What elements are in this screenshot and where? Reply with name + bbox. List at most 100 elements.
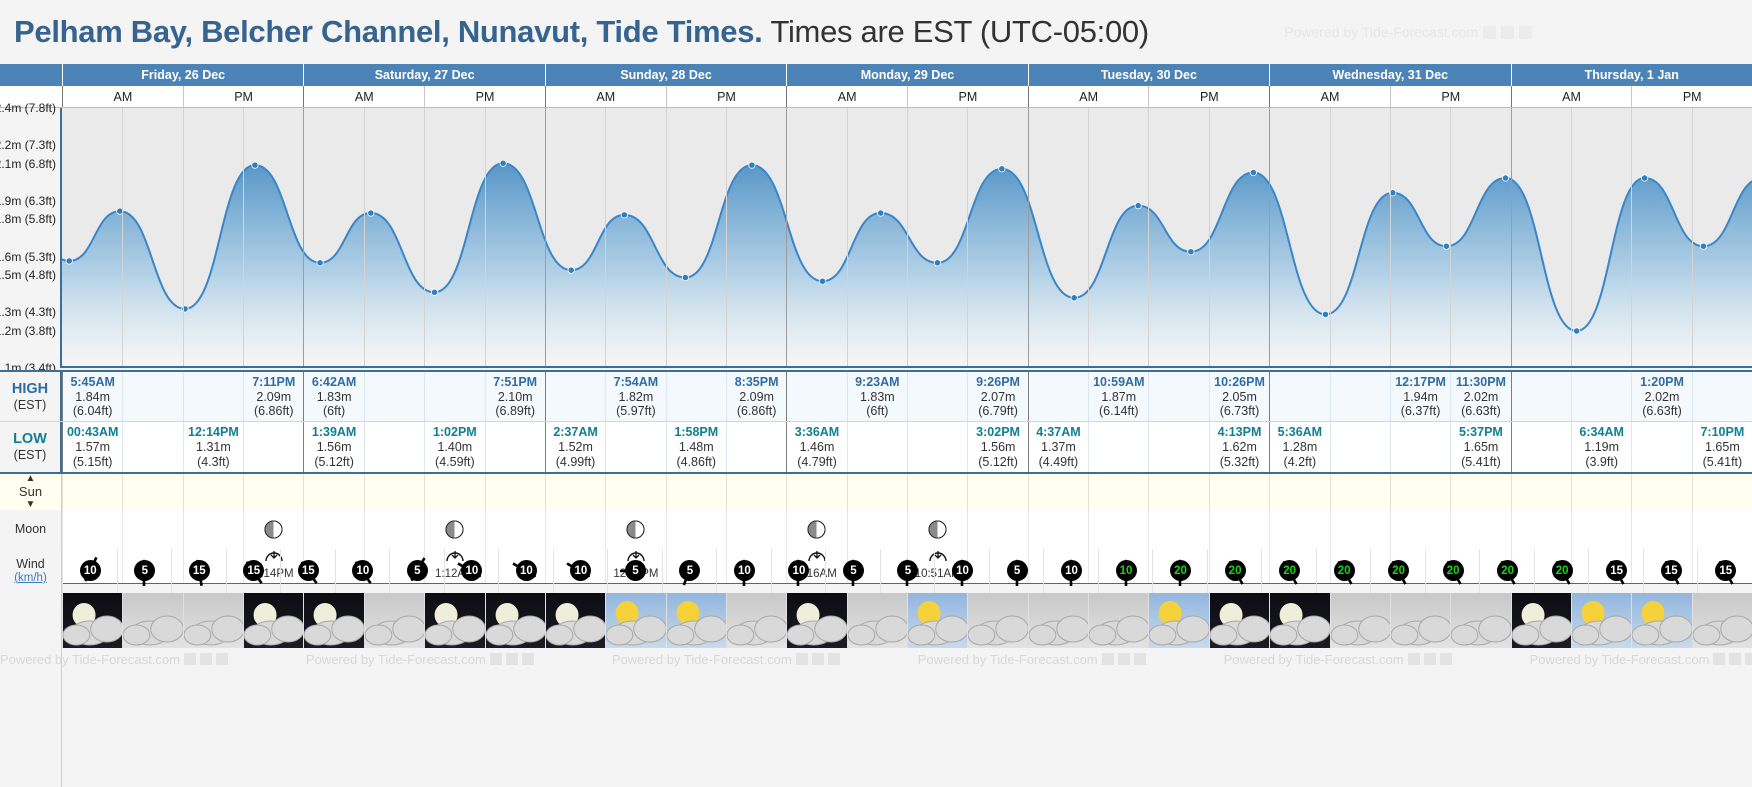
low-tide-height-m: 1.31m xyxy=(196,440,231,455)
weather-icon-night-cloudy xyxy=(1510,593,1571,648)
half-header-am-day2: AM xyxy=(544,86,666,107)
high-tide-height-m: 1.83m xyxy=(316,389,352,404)
moon-cell-24 xyxy=(1510,510,1571,548)
tide-chart-y-axis: 2.4m (7.8ft) 2.2m (7.3ft) 2.1m (6.8ft) 1.9m… xyxy=(0,101,62,375)
share-icon[interactable] xyxy=(1519,25,1532,39)
tide-point-high-3 xyxy=(252,162,258,168)
day-header-3: Monday, 29 Dec xyxy=(786,64,1027,86)
half-header-label: PM xyxy=(717,89,736,104)
moon-cell-22 xyxy=(1389,510,1450,548)
moonset-arc-icon xyxy=(263,549,285,567)
tide-point-low-18 xyxy=(1188,249,1194,255)
tide-point-low-6 xyxy=(431,289,437,295)
half-header-pm-day6: PM xyxy=(1631,86,1752,107)
footer-twitter-icon[interactable] xyxy=(1117,653,1130,665)
high-tide-cell-0: 5:45AM 1.84m (6.04ft) xyxy=(62,372,122,421)
wind-units-link[interactable]: (km/h) xyxy=(14,571,47,584)
wind-cell-26: 20 xyxy=(1479,549,1534,593)
y-axis-tick-1: 2.2m (7.3ft) xyxy=(0,138,56,153)
low-tide-height-ft: (3.9ft) xyxy=(1585,454,1618,469)
weather-icon-cloudy xyxy=(1329,593,1390,648)
footer-share-icon[interactable] xyxy=(1745,653,1752,665)
low-tide-height-ft: (5.12ft) xyxy=(978,454,1018,469)
ampm-header-row: AM PM AM PM AM PM AM PM AM PM AM PM AM PM xyxy=(0,86,1752,108)
footer-facebook-icon[interactable] xyxy=(1713,653,1726,665)
footer-twitter-icon[interactable] xyxy=(811,653,824,665)
chart-gridline-12 xyxy=(786,108,788,366)
low-tide-cell-10: 1:58PM 1.48m (4.86ft) xyxy=(665,422,726,472)
half-header-pm-day2: PM xyxy=(665,86,787,107)
high-tide-height-m: 2.05m xyxy=(1222,389,1257,404)
day-header-label: Thursday, 1 Jan xyxy=(1584,68,1679,82)
twitter-icon[interactable] xyxy=(1501,25,1514,39)
low-tide-cell-24 xyxy=(1510,422,1571,472)
facebook-icon[interactable] xyxy=(1483,25,1496,39)
wind-arrow-icon: 20 xyxy=(1381,556,1415,586)
y-axis-tick-7: 1.3m (4.3ft) xyxy=(0,305,56,320)
half-header-am-day3: AM xyxy=(786,86,907,107)
moon-setrise-cell-21 xyxy=(1329,548,1390,583)
low-tide-cell-21 xyxy=(1329,422,1390,472)
sun-cell-21 xyxy=(1329,474,1390,510)
y-axis-tick-6: 1.5m (4.8ft) xyxy=(0,268,56,283)
footer-facebook-icon[interactable] xyxy=(489,653,502,665)
half-header-label: AM xyxy=(1562,89,1581,104)
footer-share-icon[interactable] xyxy=(1133,653,1146,665)
sun-cell-3 xyxy=(243,474,303,510)
tide-point-low-0 xyxy=(66,258,72,264)
footer-facebook-icon[interactable] xyxy=(1101,653,1114,665)
half-header-label: AM xyxy=(837,89,857,104)
chart-gridline-14 xyxy=(907,108,908,366)
footer-share-icon[interactable] xyxy=(1439,653,1452,665)
wind-cell-14: 5 xyxy=(825,549,880,593)
wind-cell-24: 20 xyxy=(1370,549,1425,593)
tide-point-high-11 xyxy=(749,162,755,168)
low-tide-height-m: 1.19m xyxy=(1584,440,1620,455)
footer-twitter-icon[interactable] xyxy=(1423,653,1436,665)
chart-gridline-17 xyxy=(1088,108,1090,366)
y-axis-tick-3: 1.9m (6.3ft) xyxy=(0,193,56,208)
high-tide-time: 6:42AM xyxy=(311,374,357,389)
weather-icon-cloudy xyxy=(182,593,244,648)
weather-icon-sunny-intervals xyxy=(1148,593,1209,648)
moon-phase-last-quarter-icon xyxy=(807,519,827,539)
tide-point-high-7 xyxy=(500,160,506,166)
low-label-tz: (EST) xyxy=(13,448,47,463)
tide-point-low-10 xyxy=(682,274,688,280)
footer-facebook-icon[interactable] xyxy=(795,653,808,665)
high-tide-cell-23: 11:30PM 2.02m (6.63ft) xyxy=(1450,372,1510,421)
footer-twitter-icon[interactable] xyxy=(505,653,518,665)
high-tide-time: 9:26PM xyxy=(976,374,1020,389)
high-tide-time: 8:35PM xyxy=(734,374,779,389)
sun-label: Sun xyxy=(18,483,43,499)
high-tide-cell-4: 6:42AM 1.83m (6ft) xyxy=(303,372,363,421)
footer-twitter-icon[interactable] xyxy=(199,653,212,665)
wind-speed-badge: 5 xyxy=(897,560,919,581)
sun-cell-23 xyxy=(1450,474,1510,510)
wind-speed-badge: 10 xyxy=(1115,560,1137,581)
footer-share-icon[interactable] xyxy=(827,653,840,665)
wind-label: Wind xyxy=(16,557,45,572)
wind-cell-30: 15 xyxy=(1697,549,1752,593)
footer-facebook-icon[interactable] xyxy=(1407,653,1420,665)
wind-speed-badge: 10 xyxy=(515,560,537,581)
wind-arrow-icon: 5 xyxy=(127,556,161,586)
tide-point-low-12 xyxy=(819,278,825,284)
y-axis-tick-2: 2.1m (6.8ft) xyxy=(0,156,56,171)
tide-extrema-points xyxy=(66,160,1707,334)
wind-arrow-icon: 5 xyxy=(400,556,434,586)
moon-setrise-cell-10 xyxy=(665,548,726,583)
low-tide-cell-25: 6:34AM 1.19m (3.9ft) xyxy=(1570,422,1631,472)
moon-cell-5 xyxy=(363,510,424,548)
sun-up-arrow-icon: ▲ xyxy=(25,473,36,485)
moon-setrise-cell-11 xyxy=(725,548,786,583)
footer-twitter-icon[interactable] xyxy=(1729,653,1742,665)
chart-gridline-13 xyxy=(846,108,848,366)
footer-share-icon[interactable] xyxy=(521,653,534,665)
footer-share-icon[interactable] xyxy=(215,653,228,665)
moon-cell-26 xyxy=(1631,510,1691,548)
weather-icon-sunny-intervals xyxy=(1570,593,1632,648)
high-tide-cell-20 xyxy=(1269,372,1329,421)
footer-facebook-icon[interactable] xyxy=(183,653,196,665)
half-header-pm-day3: PM xyxy=(907,86,1028,107)
